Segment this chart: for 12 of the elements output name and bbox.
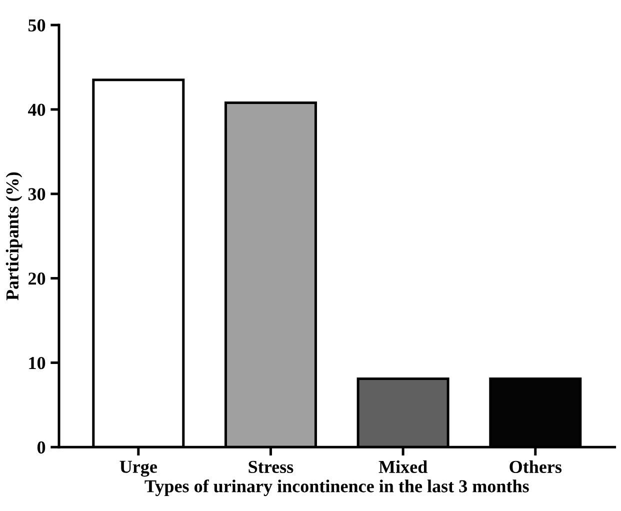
y-tick-label: 20 xyxy=(28,272,46,285)
y-tick-label: 30 xyxy=(28,188,46,200)
y-tick-label: 0 xyxy=(37,441,46,454)
x-axis-title: Types of urinary incontinence in the last 3 months xyxy=(144,479,529,496)
x-tick-label: Others xyxy=(510,460,562,474)
y-axis-title: Participants (%) xyxy=(6,172,22,300)
y-tick-label: 10 xyxy=(29,356,46,370)
x-tick-label: Mixed xyxy=(378,460,428,474)
x-tick-label: Stress xyxy=(248,460,294,474)
y-tick-label: 50 xyxy=(28,19,46,32)
x-tick-label: Urge xyxy=(120,460,157,477)
y-tick-label: 40 xyxy=(28,104,46,116)
